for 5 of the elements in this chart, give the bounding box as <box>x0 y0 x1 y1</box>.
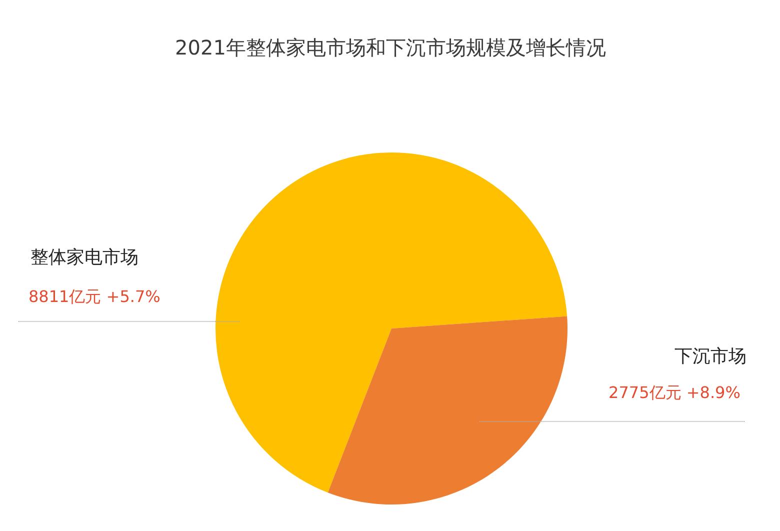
text: 8811亿元 +5.7% <box>28 287 160 306</box>
chart-title: 2021年整体家电市场和下沉市场规模及增长情况 <box>175 36 606 60</box>
slice-label: 整体家电市场 <box>30 247 138 268</box>
text: 2775亿元 +8.9% <box>608 383 740 402</box>
slice-label: 下沉市场 <box>674 346 746 367</box>
